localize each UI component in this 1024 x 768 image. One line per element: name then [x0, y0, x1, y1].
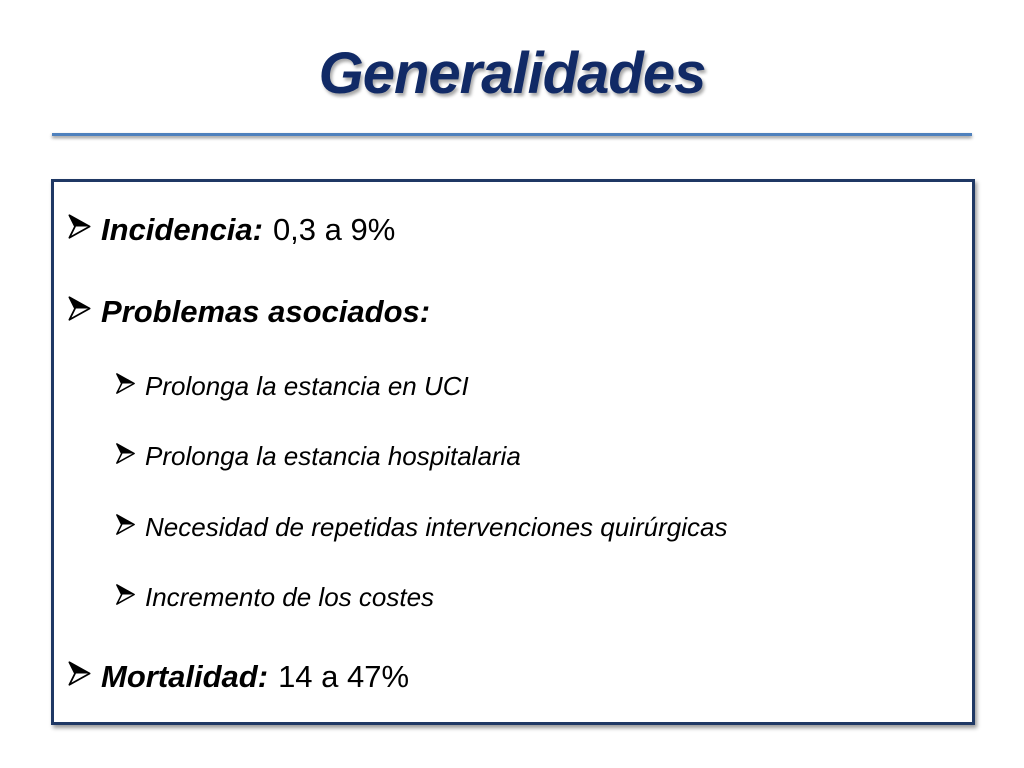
content-box: Incidencia: 0,3 a 9% Problemas asociados… — [51, 179, 975, 725]
sub-item-text: Prolonga la estancia hospitalaria — [145, 440, 521, 471]
list-item-mortalidad: Mortalidad: 14 a 47% — [66, 657, 409, 697]
arrowhead-bullet-icon — [114, 441, 137, 472]
arrowhead-bullet-icon — [114, 582, 137, 613]
item-label: Incidencia: — [101, 212, 263, 247]
arrowhead-bullet-icon — [66, 212, 93, 248]
item-value: 0,3 a 9% — [272, 212, 396, 247]
list-item-problemas: Problemas asociados: — [66, 292, 440, 332]
sub-item-text: Prolonga la estancia en UCI — [145, 370, 469, 401]
sub-item-text: Incremento de los costes — [145, 581, 435, 612]
sub-item-costes: Incremento de los costes — [114, 580, 434, 614]
item-label: Problemas asociados: — [101, 294, 431, 329]
arrowhead-bullet-icon — [66, 659, 93, 695]
list-item-incidencia: Incidencia: 0,3 a 9% — [66, 210, 395, 250]
arrowhead-bullet-icon — [114, 512, 137, 543]
slide-title: Generalidades — [318, 41, 707, 106]
arrowhead-bullet-icon — [114, 371, 137, 402]
sub-item-estancia-uci: Prolonga la estancia en UCI — [114, 369, 469, 403]
sub-item-estancia-hospitalaria: Prolonga la estancia hospitalaria — [114, 439, 521, 473]
arrowhead-bullet-icon — [66, 294, 93, 330]
title-divider — [52, 133, 972, 136]
item-value: 14 a 47% — [278, 659, 410, 694]
sub-item-intervenciones: Necesidad de repetidas intervenciones qu… — [114, 510, 727, 544]
item-label: Mortalidad: — [101, 659, 269, 694]
sub-item-text: Necesidad de repetidas intervenciones qu… — [145, 511, 728, 542]
